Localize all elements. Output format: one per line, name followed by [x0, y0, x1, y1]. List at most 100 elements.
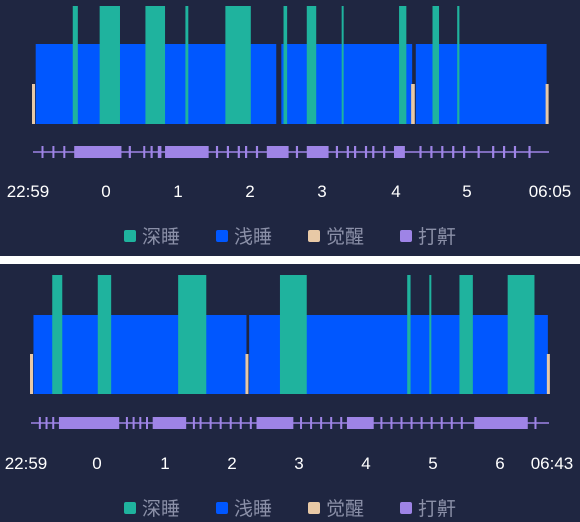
x-tick-label: 06:43	[531, 454, 574, 473]
snore-segment	[226, 146, 230, 158]
snore-segment	[38, 417, 41, 429]
snore-segment	[63, 146, 66, 158]
deep-sleep-segment	[185, 6, 189, 124]
snore-segment	[393, 146, 405, 158]
snore-segment	[390, 417, 393, 429]
snore-segment	[132, 417, 135, 429]
legend-item-light: 浅睡	[215, 222, 272, 249]
snore-segment	[157, 146, 162, 158]
legend-label-light: 浅睡	[233, 227, 272, 248]
deep-sleep-segment	[507, 275, 535, 394]
deep-sleep-segment	[52, 275, 63, 394]
sleep-chart-2: 22:59 0 1 2 3 4 5 6 06:43 深睡 浅睡 觉醒 打鼾	[0, 264, 580, 522]
legend-label-awake: 觉醒	[326, 499, 365, 520]
legend-label-snore: 打鼾	[418, 227, 457, 248]
awake-segment	[411, 84, 415, 124]
legend-item-light: 浅睡	[215, 494, 272, 521]
deep-sleep-segment	[459, 275, 473, 394]
deep-sleep-segment	[429, 275, 432, 394]
snore-segment	[372, 146, 375, 158]
x-tick-label: 0	[92, 454, 101, 473]
snore-segment	[192, 417, 195, 429]
sleep-chart-2-svg: 22:59 0 1 2 3 4 5 6 06:43	[5, 275, 574, 473]
snore-segment	[450, 417, 453, 429]
deep-sleep-segment	[279, 275, 307, 394]
deep-sleep-segment	[72, 6, 78, 124]
snore-segment	[320, 417, 323, 429]
legend-1: 深睡 浅睡 觉醒 打鼾	[0, 222, 580, 249]
snore-segment	[58, 417, 120, 429]
legend-swatch-snore	[400, 229, 413, 242]
x-tick-label: 5	[428, 454, 437, 473]
snore-segment	[534, 417, 537, 429]
snore-segment	[340, 417, 343, 429]
x-tick-label: 2	[245, 182, 254, 201]
snore-segment	[74, 146, 122, 158]
awake-segment	[545, 84, 549, 124]
legend-item-snore: 打鼾	[400, 222, 456, 249]
snore-segment	[295, 146, 299, 158]
snore-segment	[528, 146, 531, 158]
deep-sleep-segment	[457, 6, 460, 124]
legend-item-snore: 打鼾	[400, 494, 456, 521]
deep-sleep-segment	[399, 6, 407, 124]
snore-segment	[239, 417, 242, 429]
snore-segment	[165, 146, 209, 158]
x-tick-label: 0	[101, 182, 110, 201]
snore-segment	[255, 146, 259, 158]
x-tick-label: 22:59	[5, 454, 48, 473]
legend-item-awake: 觉醒	[308, 494, 364, 521]
legend-label-snore: 打鼾	[418, 499, 457, 520]
snore-segment	[477, 146, 480, 158]
snore-segment	[419, 146, 422, 158]
snore-segment	[256, 417, 294, 429]
snore-segment	[420, 417, 423, 429]
snore-segment	[383, 146, 386, 158]
snore-segment	[300, 417, 303, 429]
awake-segment	[30, 354, 33, 394]
snore-segment	[229, 417, 232, 429]
snore-segment	[41, 146, 44, 158]
snore-segment	[430, 417, 433, 429]
deep-sleep-segment	[341, 6, 344, 124]
light-sleep-segment	[281, 44, 413, 124]
deep-sleep-segment	[178, 275, 207, 394]
x-tick-label: 1	[160, 454, 169, 473]
legend-label-light: 浅睡	[233, 499, 272, 520]
snore-segment	[152, 417, 187, 429]
legend-2: 深睡 浅睡 觉醒 打鼾	[0, 494, 580, 521]
snore-segment	[346, 417, 374, 429]
sleep-chart-1: 22:59 0 1 2 3 4 5 06:05 深睡 浅睡 觉醒 打鼾	[0, 0, 580, 256]
snore-segment	[150, 146, 153, 158]
snore-segment	[244, 146, 248, 158]
x-tick-label: 06:05	[529, 182, 572, 201]
awake-segment	[32, 84, 35, 124]
snore-segment	[143, 146, 146, 158]
snore-segment	[219, 417, 222, 429]
snore-segment	[410, 417, 413, 429]
snore-segment	[215, 146, 219, 158]
snore-segment	[463, 146, 466, 158]
deep-sleep-segment	[97, 275, 112, 394]
legend-label-deep: 深睡	[141, 227, 180, 248]
legend-swatch-deep	[123, 229, 136, 242]
legend-swatch-snore	[400, 501, 413, 514]
snore-segment	[502, 146, 506, 158]
snore-segment	[441, 146, 444, 158]
snore-segment	[474, 417, 528, 429]
deep-sleep-segment	[99, 6, 120, 124]
snore-segment	[354, 146, 357, 158]
snore-segment	[364, 146, 368, 158]
x-tick-label: 5	[462, 182, 471, 201]
snore-segment	[209, 417, 212, 429]
snore-segment	[452, 146, 455, 158]
snore-segment	[440, 417, 443, 429]
deep-sleep-segment	[306, 6, 317, 124]
legend-label-awake: 觉醒	[326, 227, 365, 248]
snore-segment	[128, 146, 131, 158]
legend-swatch-light	[215, 501, 228, 514]
legend-swatch-awake	[308, 501, 320, 514]
deep-sleep-segment	[283, 6, 288, 124]
awake-segment	[546, 354, 550, 394]
snore-segment	[335, 146, 339, 158]
